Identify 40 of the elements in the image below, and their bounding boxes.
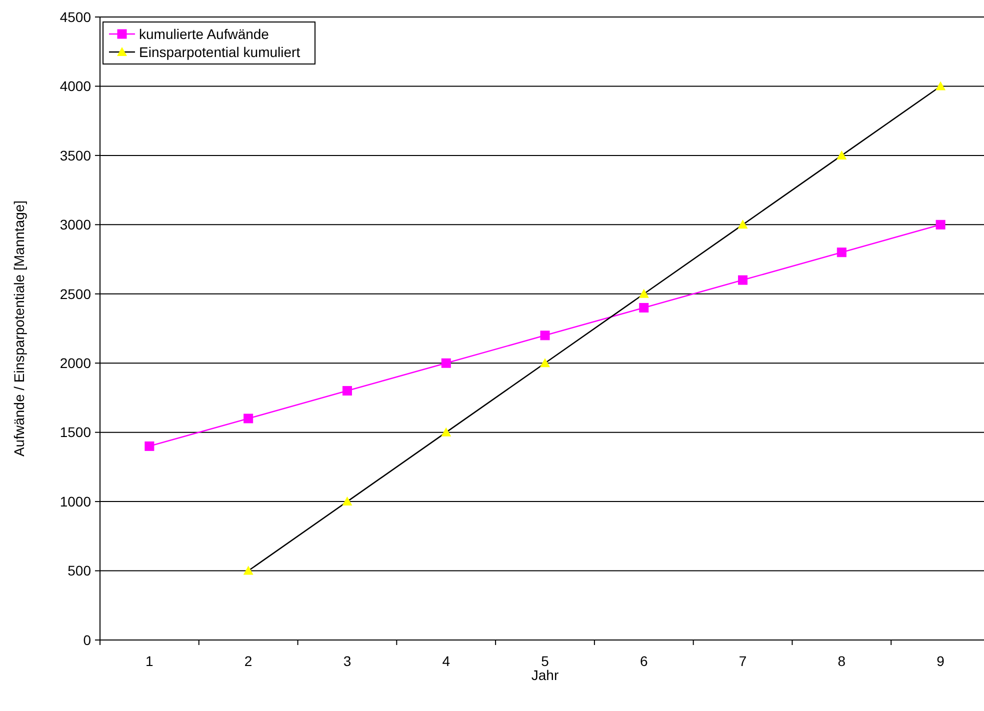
x-tick-label: 3: [343, 653, 352, 669]
point: [936, 81, 946, 90]
y-tick-label: 4500: [60, 8, 92, 25]
x-tick-label: 2: [244, 653, 252, 669]
point: [738, 220, 748, 229]
y-tick-label: 3500: [60, 147, 92, 164]
x-tick-label: 7: [738, 653, 747, 669]
y-axis-title: Aufwände / Einsparpotentiale [Manntage]: [11, 200, 27, 457]
point: [342, 496, 352, 506]
point: [342, 386, 352, 396]
x-axis-title: Jahr: [531, 667, 559, 683]
point: [441, 427, 452, 436]
legend-label: kumulierte Aufwände: [139, 26, 270, 42]
y-tick-label: 4000: [60, 78, 92, 94]
x-tick-label: 1: [146, 653, 154, 669]
point: [243, 566, 254, 575]
y-tick-label: 0: [83, 632, 92, 648]
y-tick-label: 2500: [60, 286, 92, 302]
x-tick-label: 4: [442, 653, 450, 669]
point: [244, 414, 254, 424]
point: [836, 248, 846, 258]
x-tick-label: 8: [838, 653, 846, 669]
point: [836, 150, 847, 160]
point: [540, 330, 550, 340]
point: [441, 358, 451, 368]
x-tick-label: 5: [541, 653, 550, 669]
y-tick-label: 500: [68, 562, 92, 579]
y-tick-label: 1500: [60, 424, 92, 440]
point: [738, 275, 748, 285]
point: [638, 288, 649, 298]
point: [936, 220, 946, 230]
point: [639, 302, 649, 312]
y-tick-label: 2000: [60, 355, 92, 372]
point: [144, 441, 154, 451]
point: [540, 358, 550, 368]
x-tick-label: 6: [640, 653, 648, 669]
legend-label: Einsparpotential kumuliert: [139, 44, 300, 60]
y-tick-label: 1000: [60, 493, 92, 510]
x-tick-label: 9: [936, 653, 945, 669]
y-tick-label: 3000: [60, 216, 92, 233]
